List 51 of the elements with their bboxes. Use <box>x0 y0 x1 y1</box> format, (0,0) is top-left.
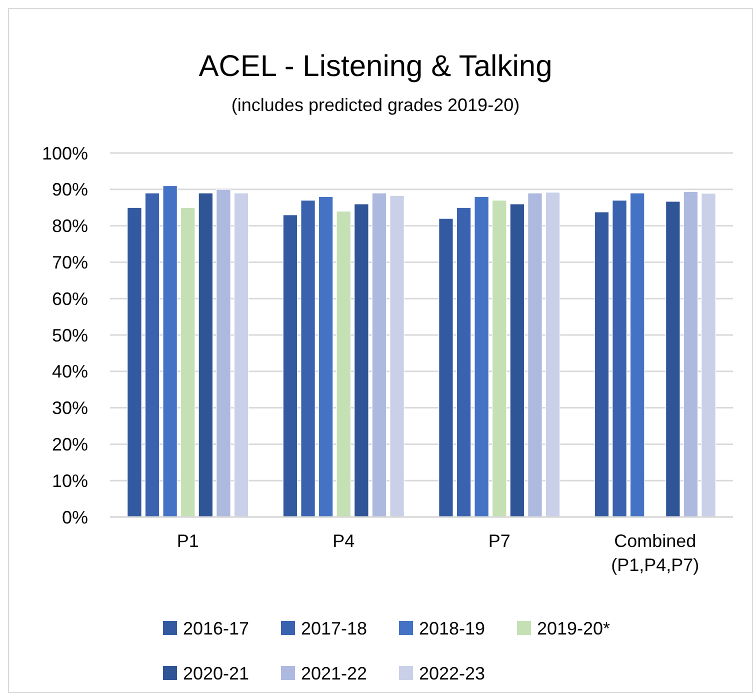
bar <box>474 196 489 518</box>
x-tick-label: P7 <box>488 531 510 551</box>
bar <box>198 192 214 518</box>
bar <box>683 191 698 518</box>
bar <box>630 192 645 518</box>
y-tick-label: 70% <box>52 252 88 272</box>
bar <box>336 210 352 518</box>
legend-label: 2019-20* <box>537 618 610 638</box>
legend-label: 2022-23 <box>419 663 486 684</box>
bar <box>144 192 160 518</box>
y-tick-label: 60% <box>52 288 88 309</box>
bar <box>528 192 542 518</box>
bar <box>701 193 716 518</box>
bar <box>492 200 507 518</box>
y-tick-label: 0% <box>62 507 88 528</box>
y-tick-label: 90% <box>52 180 88 200</box>
bar <box>282 214 298 518</box>
bar <box>594 212 610 518</box>
bar <box>545 192 560 518</box>
bar <box>234 192 249 518</box>
chart-subtitle: (includes predicted grades 2019-20) <box>231 95 520 115</box>
chart-title: ACEL - Listening & Talking <box>198 50 552 83</box>
bar <box>438 218 454 518</box>
bar <box>390 195 404 518</box>
bar <box>354 204 369 518</box>
bar <box>456 207 472 518</box>
y-tick-label: 50% <box>52 325 88 346</box>
y-tick-label: 80% <box>52 216 88 236</box>
bar <box>666 201 680 518</box>
x-tick-label: Combined (P1,P4,P7) <box>611 531 700 575</box>
bar <box>318 196 334 518</box>
bar <box>612 200 627 518</box>
y-tick-label: 20% <box>52 434 88 454</box>
x-tick-label: P4 <box>332 531 355 551</box>
legend-label: 2020-21 <box>183 663 250 684</box>
legend-label: 2018-19 <box>419 618 486 638</box>
y-tick-label: 10% <box>52 470 88 491</box>
y-tick-label: 30% <box>52 398 88 418</box>
x-tick-label: P1 <box>176 531 199 551</box>
bar <box>300 200 316 518</box>
legend-label: 2016-17 <box>183 618 250 638</box>
bar <box>216 189 231 518</box>
legend-label: 2021-22 <box>301 663 368 684</box>
legend-label: 2017-18 <box>301 618 368 638</box>
y-tick-label: 100% <box>42 143 88 164</box>
bar <box>510 204 525 518</box>
bar <box>180 207 196 518</box>
y-tick-label: 40% <box>52 362 88 382</box>
bar <box>162 185 178 518</box>
bar <box>127 207 142 518</box>
bar <box>372 192 387 518</box>
